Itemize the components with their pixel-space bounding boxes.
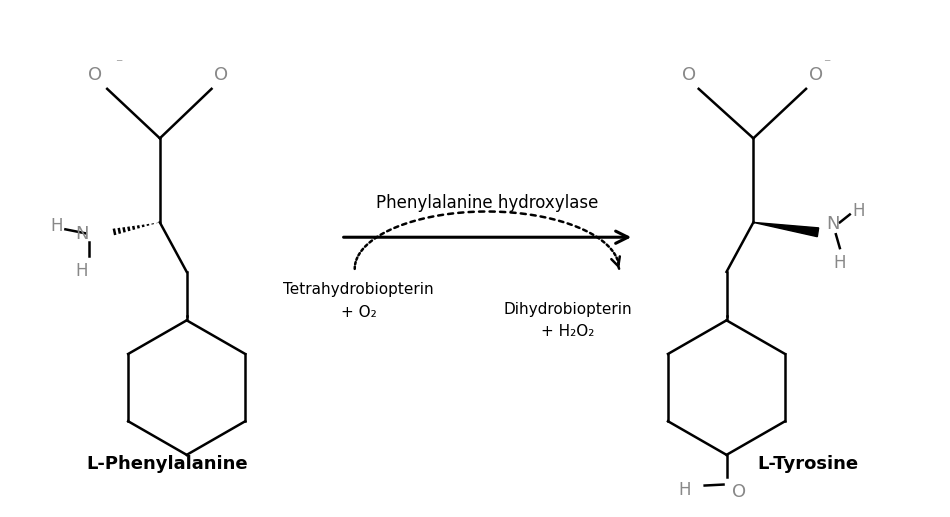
Text: O: O xyxy=(88,66,103,84)
Text: H: H xyxy=(853,202,865,220)
Text: + H₂O₂: + H₂O₂ xyxy=(541,324,594,339)
Text: ⁻: ⁻ xyxy=(823,57,830,71)
Text: L-Tyrosine: L-Tyrosine xyxy=(757,454,859,473)
Text: N: N xyxy=(75,225,88,244)
Text: Tetrahydrobiopterin: Tetrahydrobiopterin xyxy=(283,282,434,297)
Text: H: H xyxy=(76,262,88,280)
Text: H: H xyxy=(833,254,846,272)
Text: Phenylalanine hydroxylase: Phenylalanine hydroxylase xyxy=(376,194,598,212)
Text: Dihydrobiopterin: Dihydrobiopterin xyxy=(504,301,632,316)
Text: L-Phenylalanine: L-Phenylalanine xyxy=(86,454,248,473)
Text: H: H xyxy=(678,481,691,499)
Text: N: N xyxy=(826,216,840,233)
Text: O: O xyxy=(809,66,823,84)
Text: ⁻: ⁻ xyxy=(115,57,123,71)
Polygon shape xyxy=(753,222,819,237)
Text: O: O xyxy=(214,66,228,84)
Text: O: O xyxy=(732,482,747,500)
Text: O: O xyxy=(681,66,695,84)
Text: + O₂: + O₂ xyxy=(341,305,376,320)
Text: H: H xyxy=(50,217,63,235)
